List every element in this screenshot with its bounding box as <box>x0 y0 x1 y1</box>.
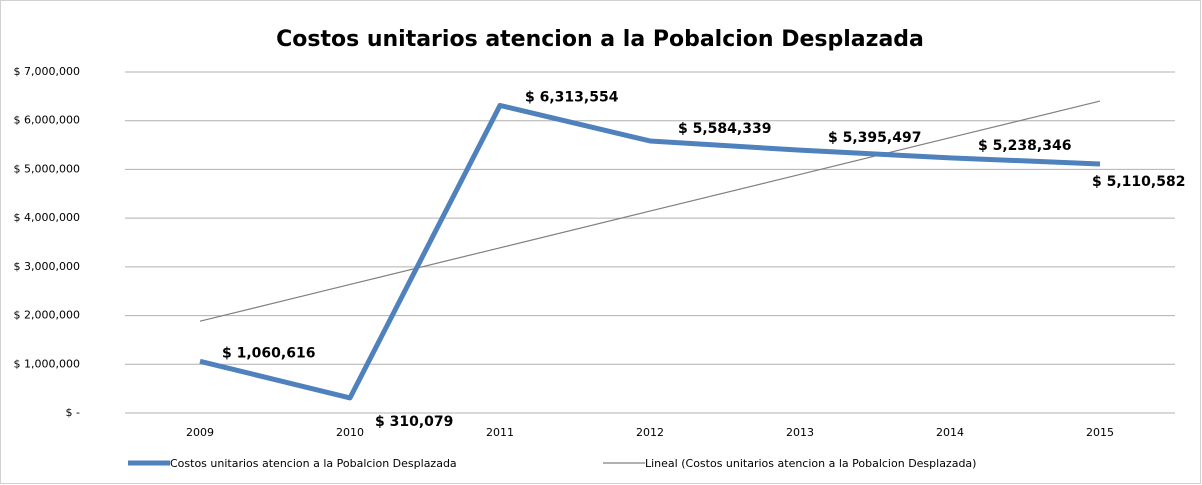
y-tick-label: $ 6,000,000 <box>14 114 80 127</box>
x-tick-label: 2013 <box>786 426 814 439</box>
chart-title: Costos unitarios atencion a la Pobalcion… <box>276 27 924 52</box>
y-tick-label: $ 4,000,000 <box>14 211 80 224</box>
data-label: $ 310,079 <box>375 414 453 430</box>
data-label: $ 5,110,582 <box>1092 174 1185 190</box>
x-tick-label: 2012 <box>636 426 664 439</box>
y-tick-label: $ 2,000,000 <box>14 309 80 322</box>
data-label: $ 5,238,346 <box>978 138 1071 154</box>
x-tick-label: 2009 <box>186 426 214 439</box>
data-label: $ 6,313,554 <box>525 89 619 105</box>
series-line <box>199 102 1101 401</box>
y-tick-label: $ 3,000,000 <box>14 260 80 273</box>
x-tick-label: 2010 <box>336 426 364 439</box>
x-tick-label: 2014 <box>936 426 964 439</box>
legend-label: Costos unitarios atencion a la Pobalcion… <box>170 457 457 470</box>
y-tick-label: $ - <box>66 406 80 419</box>
x-tick-label: 2011 <box>486 426 514 439</box>
y-tick-label: $ 1,000,000 <box>14 357 80 370</box>
trend-line <box>199 100 1101 322</box>
x-tick-label: 2015 <box>1086 426 1114 439</box>
data-label: $ 5,584,339 <box>678 121 771 137</box>
y-tick-label: $ 7,000,000 <box>14 65 80 78</box>
data-label: $ 1,060,616 <box>222 345 315 361</box>
y-tick-label: $ 5,000,000 <box>14 162 80 175</box>
legend-label: Lineal (Costos unitarios atencion a la P… <box>645 457 976 470</box>
data-label: $ 5,395,497 <box>828 130 921 146</box>
